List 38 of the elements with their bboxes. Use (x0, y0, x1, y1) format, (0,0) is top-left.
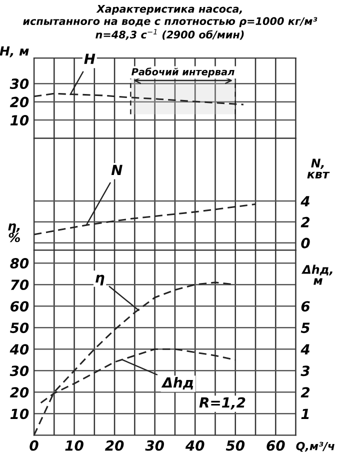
y-tick-label: 30 (10, 78, 29, 90)
y-axis-title: η, % (8, 223, 20, 242)
x-axis-title: Q,м³/ч (296, 442, 334, 452)
y-tick-label: 20 (10, 96, 29, 108)
x-tick-label: 10 (65, 440, 84, 451)
y2-tick-label: 6 (301, 301, 310, 312)
x-tick-label: 30 (145, 440, 164, 451)
annotation: η (96, 274, 104, 286)
y-tick-label: 60 (10, 301, 29, 312)
y-tick-label: 40 (10, 344, 29, 355)
y-tick-label: 2 (300, 216, 310, 228)
x-tick-label: 50 (226, 440, 245, 451)
y2-axis-title: Δhд, м (301, 264, 332, 285)
y2-tick-label: 3 (300, 366, 310, 376)
y-tick-label: 0 (301, 238, 310, 248)
y2-tick-label: 5 (300, 322, 310, 334)
y-tick-label: 50 (10, 322, 29, 334)
x-tick-label: 20 (105, 440, 124, 451)
annotation: N (111, 164, 122, 175)
chart-subtitle: испытанного на воде с плотностью ρ=1000 кг/м³ n=48,3 с$^{−1}$ (2900 об/мин) (23, 17, 318, 40)
y-tick-label: 4 (300, 196, 310, 206)
y-tick-label: 80 (10, 258, 29, 269)
x-tick-label: 0 (30, 440, 38, 451)
y-tick-label: 20 (10, 387, 29, 398)
y-tick-label: 10 (10, 408, 29, 420)
annotation: Δhд (161, 376, 194, 390)
band-label: Рабочий интервал (132, 68, 234, 78)
annotation: R=1,2 (199, 397, 246, 410)
y2-tick-label: 1 (301, 408, 309, 419)
x-tick-label: 40 (185, 440, 204, 451)
chart-title: Характеристика насоса, (96, 5, 242, 15)
y-axis-title: N, квт (307, 158, 330, 178)
y-tick-label: 30 (10, 366, 29, 376)
y-axis-title: H, м (0, 46, 29, 58)
y-tick-label: 10 (10, 115, 29, 126)
y-tick-label: 70 (10, 280, 29, 290)
annotation: H (84, 54, 96, 64)
x-tick-label: 60 (266, 440, 285, 451)
